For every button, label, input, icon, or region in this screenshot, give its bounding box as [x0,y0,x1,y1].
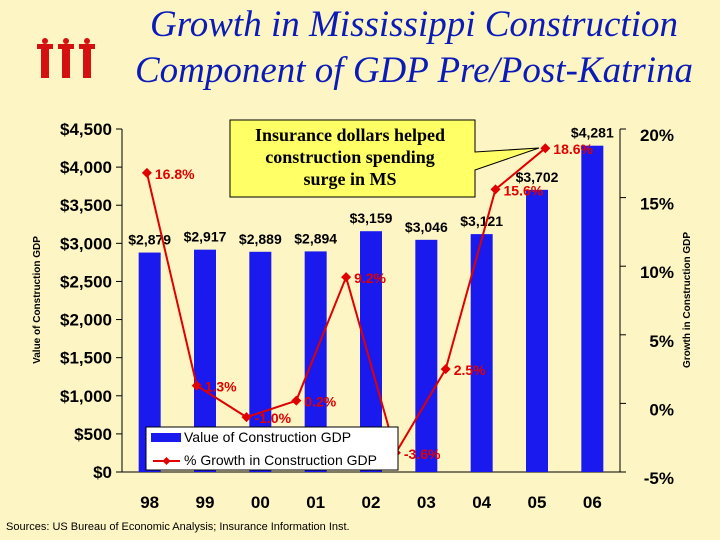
x-tick-label-02: 02 [362,493,381,512]
growth-marker-00 [241,412,252,423]
left-tick-label: $3,500 [60,196,112,215]
growth-marker-98 [141,167,152,178]
x-tick-label-04: 04 [472,493,491,512]
x-tick-labels: 98 99 00 01 02 03 04 05 06 [140,493,602,512]
left-tick-label: $0 [93,463,112,482]
left-y-axis: $0 $500 $1,000 $1,500 $2,000 $2,500 $3,000 $3,5… [60,120,123,482]
growth-label-99: 1.3% [205,379,237,395]
legend-line-label: % Growth in Construction GDP [184,452,377,468]
legend-bar-swatch [151,433,181,442]
right-tick-label: -5% [644,469,674,488]
bar-02 [360,231,382,472]
x-tick-label-99: 99 [196,493,215,512]
growth-label-03: -3.6% [404,446,441,462]
right-tick-label: 10% [640,263,674,282]
growth-label-01: 0.2% [304,394,336,410]
construction-gdp-chart: $0 $500 $1,000 $1,500 $2,000 $2,500 $3,000 $3,5… [32,119,693,512]
bar-01 [304,251,327,472]
bar-label-06: $4,281 [571,125,614,141]
bar-06 [581,145,604,472]
bar-value-labels: $2,879 $2,917 $2,889 $2,894 $3,159 $3,046 $3,1… [128,125,614,248]
bar-label-02: $3,159 [350,210,393,226]
legend: Value of Construction GDP % Growth in Co… [145,426,399,471]
growth-line-series [141,143,551,458]
bar-label-98: $2,879 [128,232,171,248]
source-note: Sources: US Bureau of Economic Analysis;… [6,521,350,533]
bar-99 [194,249,216,472]
growth-marker-01 [291,395,302,406]
right-tick-label: 5% [649,332,674,351]
left-tick-label: $500 [74,425,112,444]
bar-label-04: $3,121 [460,213,503,229]
right-tick-label: 15% [640,195,674,214]
legend-bar-label: Value of Construction GDP [184,429,351,445]
right-tick-label: 20% [640,126,674,145]
left-tick-label: $4,000 [60,158,112,177]
growth-marker-06 [540,143,551,154]
callout-text: Insurance dollars helped construction sp… [226,124,474,190]
bar-label-01: $2,894 [294,230,337,246]
growth-label-98: 16.8% [155,166,195,182]
growth-label-00: -1.0% [255,410,292,426]
bar-label-05: $3,702 [516,169,559,185]
growth-label-06: 18.6% [553,141,593,157]
left-tick-label: $4,500 [60,120,112,139]
right-axis-title: Growth in Construction GDP [682,232,693,368]
growth-label-04: 2.5% [454,362,486,378]
left-tick-label: $3,000 [60,234,112,253]
bar-label-99: $2,917 [184,229,227,245]
left-tick-label: $2,000 [60,311,112,330]
x-tick-label-03: 03 [417,493,436,512]
callout-line-2: construction spending [265,147,435,167]
x-tick-label-00: 00 [251,493,270,512]
growth-marker-05 [490,184,501,195]
x-tick-label-01: 01 [306,493,325,512]
legend-line-marker [162,457,171,465]
bar-label-00: $2,889 [239,231,282,247]
callout-line-3: surge in MS [303,169,397,189]
bar-04 [470,234,493,472]
callout-bubble [229,119,540,198]
x-tick-label-05: 05 [528,493,547,512]
growth-label-05: 15.6% [504,182,544,198]
growth-marker-04 [440,364,451,375]
growth-label-02: 9.2% [354,270,386,286]
legend-box [145,426,399,471]
x-tick-label-98: 98 [140,493,159,512]
callout [229,119,540,198]
title-line-2: Component of GDP Pre/Post-Katrina [134,50,694,91]
right-tick-label: 0% [649,400,674,419]
bar-05 [526,189,548,473]
growth-marker-99 [191,380,202,391]
bar-98 [138,252,161,472]
slide-title: Growth in Mississippi Construction Compo… [108,2,720,94]
callout-line-1: Insurance dollars helped [254,125,446,145]
x-tick-label-06: 06 [583,493,602,512]
growth-marker-02 [341,272,352,283]
left-axis-title: Value of Construction GDP [32,236,43,364]
bar-03 [415,239,438,472]
title-line-1: Growth in Mississippi Construction [149,4,678,45]
bar-series [138,145,604,473]
left-tick-label: $2,500 [60,272,112,291]
left-tick-label: $1,500 [60,349,112,368]
bar-00 [249,251,272,472]
bar-label-03: $3,046 [405,219,448,235]
iii-logo [37,38,95,78]
left-tick-label: $1,000 [60,387,112,406]
growth-value-labels: 16.8% 1.3% -1.0% 0.2% 9.2% -3.6% 2.5% 15.6% 18.6… [155,141,594,462]
